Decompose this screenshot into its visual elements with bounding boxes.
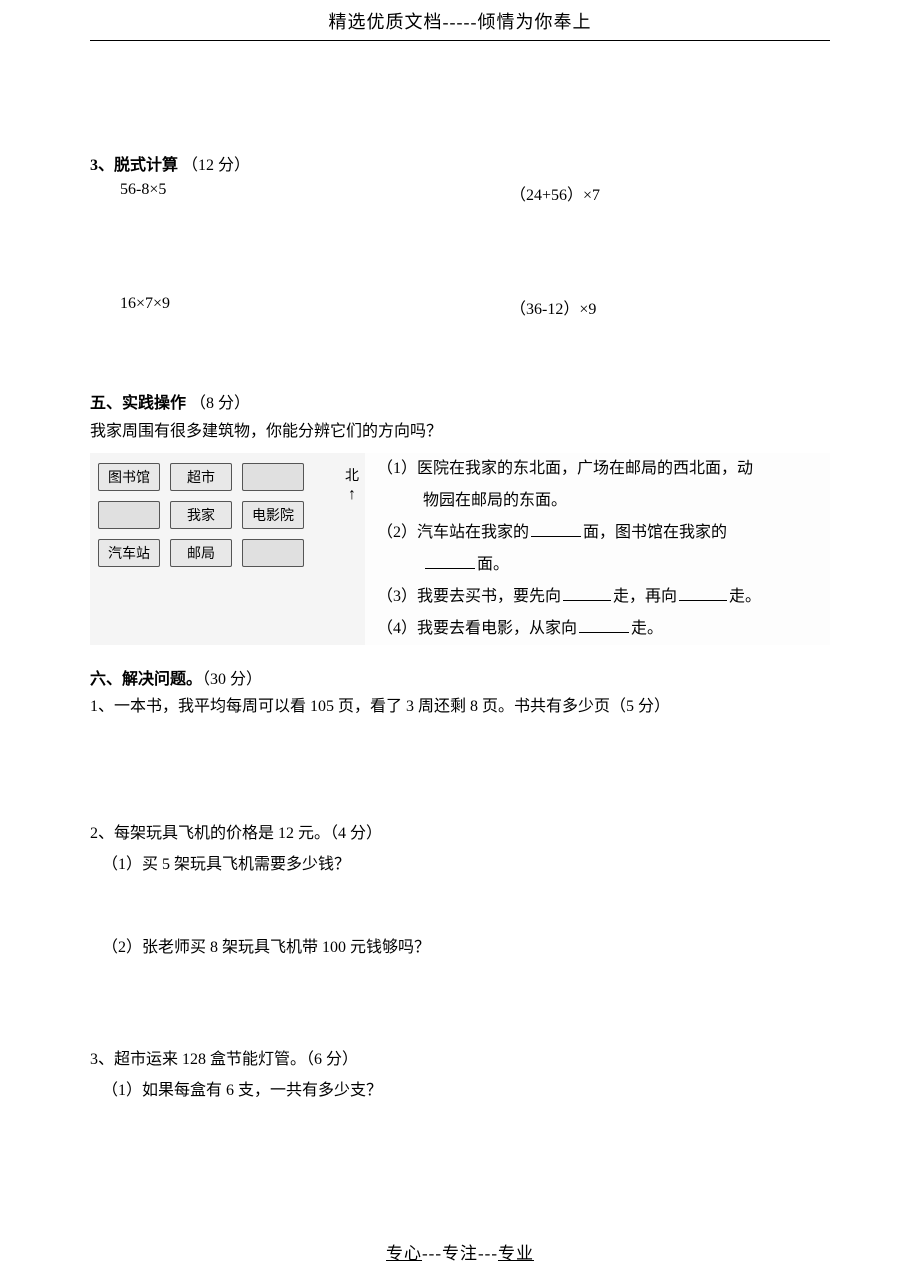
cell-home: 我家 [170,501,232,529]
cell-empty-2 [98,501,160,529]
q3-title: 3、脱式计算 [90,157,178,174]
q3-row1: 56-8×5 （24+56）×7 [120,181,830,205]
sec6-points: （30 分） [202,671,262,688]
sec5-points: （8 分） [190,395,250,412]
sec5-q4: （4）我要去看电影，从家向 走。 [373,613,830,645]
q3-heading: 3、脱式计算 （12 分） [90,151,830,175]
q3-r1-right: （24+56）×7 [510,181,830,205]
sec6-p3: 3、超市运来 128 盒节能灯管。（6 分） [90,1046,830,1073]
cell-empty-1 [242,463,304,491]
sec5-q2a: （2）汽车站在我家的 [377,524,529,541]
blank-5[interactable] [579,617,629,633]
page-body: 3、脱式计算 （12 分） 56-8×5 （24+56）×7 16×7×9 （3… [0,151,920,1104]
north-arrow-icon: ↑ [348,487,356,503]
cell-empty-3 [242,539,304,567]
sec6-p2: 2、每架玩具飞机的价格是 12 元。（4 分） [90,820,830,847]
sec5-questions: （1）医院在我家的东北面，广场在邮局的西北面，动 物园在邮局的东面。 （2）汽车… [365,453,830,645]
map-row-1: 图书馆 超市 [98,463,357,491]
q3-r1-left: 56-8×5 [120,181,510,205]
sec6-p2a: （1）买 5 架玩具飞机需要多少钱？ [102,851,830,878]
sec5-intro: 我家周围有很多建筑物，你能分辨它们的方向吗？ [90,417,830,441]
sec6-p1: 1、一本书，我平均每周可以看 105 页，看了 3 周还剩 8 页。书共有多少页… [90,693,830,720]
map-row-2: 我家 电影院 [98,501,357,529]
sec5-q4b: 走。 [631,620,663,637]
page-header: 精选优质文档-----倾情为你奉上 [90,0,830,41]
blank-3[interactable] [563,585,611,601]
footer-b: ---专注--- [422,1244,498,1263]
sec5-q2c: 面。 [477,556,509,573]
blank-1[interactable] [531,521,581,537]
map-grid: 北 ↑ 图书馆 超市 我家 电影院 汽车站 邮局 [90,453,365,645]
q3-points: （12 分） [182,157,250,174]
sec5-heading: 五、实践操作 （8 分） [90,389,830,413]
map-row-3: 汽车站 邮局 [98,539,357,567]
sec5-q3a: （3）我要去买书，要先向 [377,588,561,605]
sec5-q3c: 走。 [729,588,761,605]
sec5-q2b: 面，图书馆在我家的 [583,524,727,541]
q3-r2-right: （36-12）×9 [510,295,830,319]
sec5-q3: （3）我要去买书，要先向 走，再向 走。 [373,581,830,613]
sec5-q3b: 走，再向 [613,588,677,605]
sec6-title: 六、解决问题。 [90,671,202,688]
sec5-q2-cont: 面。 [373,549,830,581]
q3-row2: 16×7×9 （36-12）×9 [120,295,830,319]
sec6-heading: 六、解决问题。（30 分） [90,665,830,689]
footer-c: 专业 [498,1244,534,1263]
sec6-p3a: （1）如果每盒有 6 支，一共有多少支？ [102,1077,830,1104]
cell-busstation: 汽车站 [98,539,160,567]
blank-2[interactable] [425,553,475,569]
q3-r2-left: 16×7×9 [120,295,510,319]
north-text: 北 [345,465,359,485]
cell-postoffice: 邮局 [170,539,232,567]
sec5-q4a: （4）我要去看电影，从家向 [377,620,577,637]
north-indicator: 北 ↑ [345,465,359,503]
footer-a: 专心 [386,1244,422,1263]
cell-cinema: 电影院 [242,501,304,529]
sec5-q1b: 物园在邮局的东面。 [373,485,830,517]
blank-4[interactable] [679,585,727,601]
sec5-title: 五、实践操作 [90,395,186,412]
sec5-q1a: （1）医院在我家的东北面，广场在邮局的西北面，动 [373,453,830,485]
cell-supermarket: 超市 [170,463,232,491]
sec6-p2b: （2）张老师买 8 架玩具飞机带 100 元钱够吗？ [102,934,830,961]
cell-library: 图书馆 [98,463,160,491]
sec5-diagram: 北 ↑ 图书馆 超市 我家 电影院 汽车站 邮局 （1）医院在我家的东北面，广场… [90,453,830,645]
sec5-q2: （2）汽车站在我家的 面，图书馆在我家的 [373,517,830,549]
page-footer: 专心---专注---专业 [0,1239,920,1264]
